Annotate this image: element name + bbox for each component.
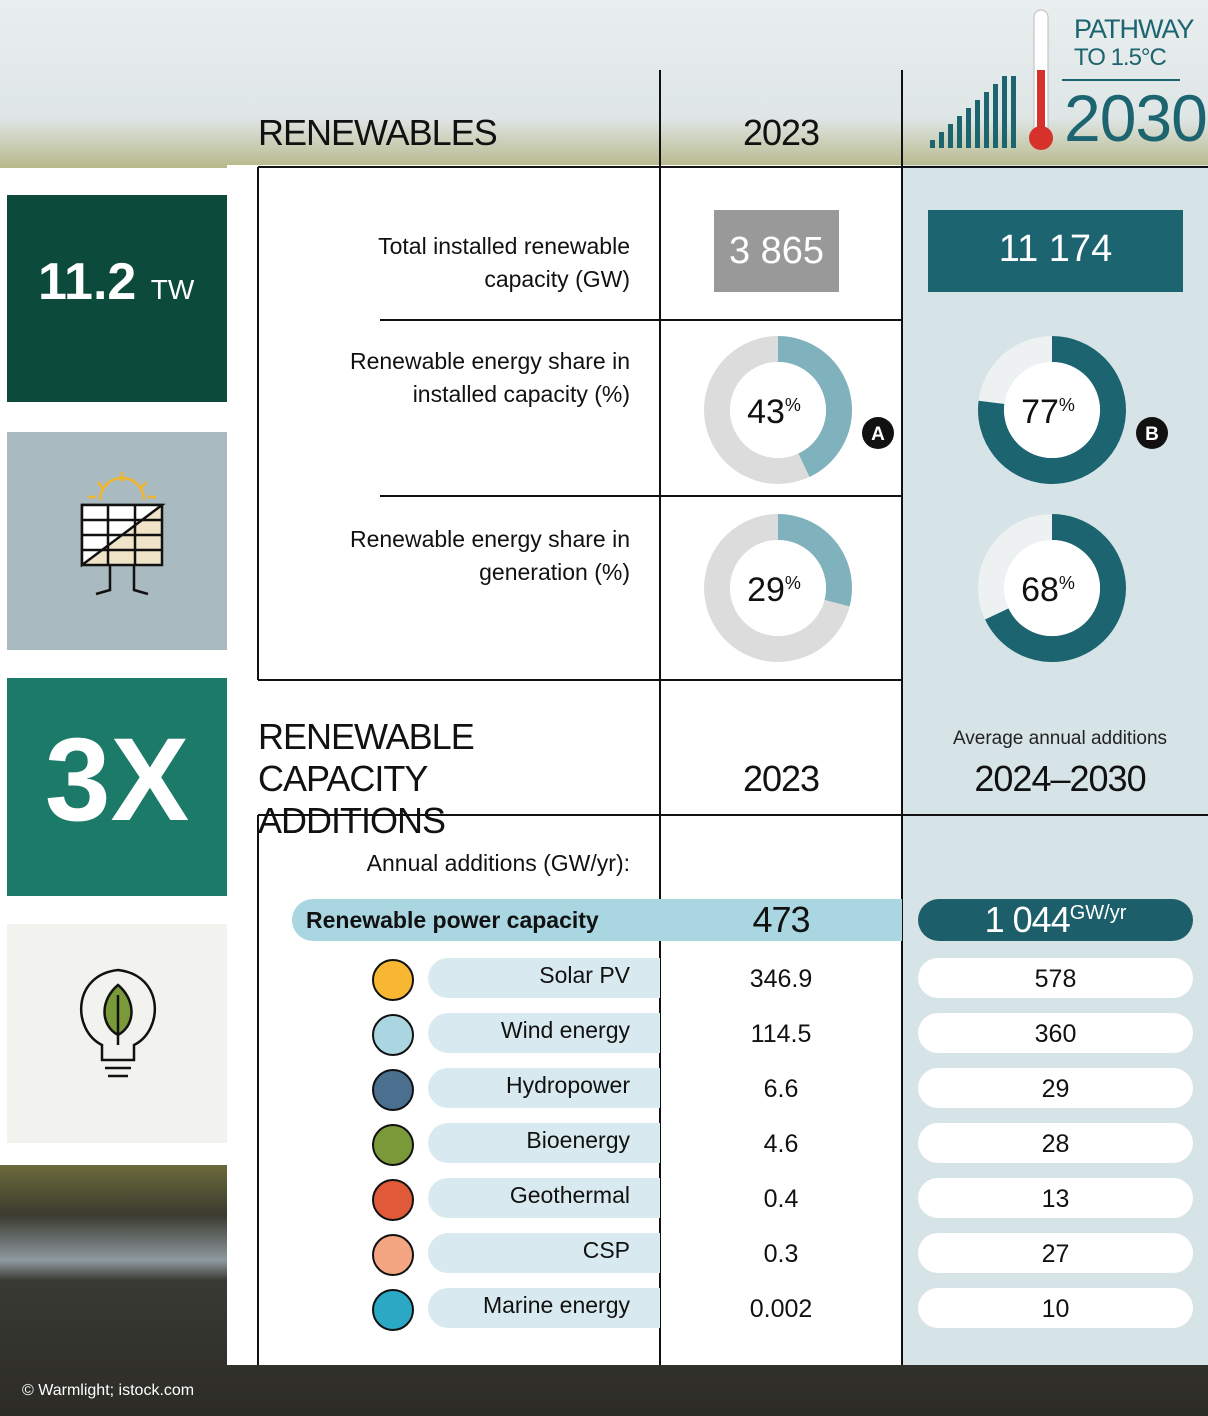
badge-label: B: [1145, 424, 1159, 445]
value-2030: 29: [918, 1075, 1193, 1104]
row-label: Hydropower: [430, 1072, 630, 1099]
column-header: 2023: [660, 112, 902, 154]
donut-value: 43: [747, 393, 785, 431]
value-2023: 6.6: [660, 1075, 902, 1104]
donut-value: 29: [747, 571, 785, 609]
donut-unit: %: [1059, 573, 1075, 593]
total-label: Renewable power capacity: [306, 907, 599, 934]
source-icon: [373, 1290, 413, 1330]
capacity-2023: 3 865: [714, 210, 839, 292]
infographic: 11.2 TW 3X © Warmlight; istock.com: [0, 0, 1208, 1416]
value-2030: 360: [918, 1020, 1193, 1049]
value-2023: 0.3: [660, 1240, 902, 1269]
value-2030: 27: [918, 1240, 1193, 1269]
pathway-line1: PATHWAY: [1074, 14, 1194, 45]
pathway-line2: TO 1.5°C: [1074, 44, 1166, 72]
row-label: Marine energy: [430, 1292, 630, 1319]
source-icon: [373, 1070, 413, 1110]
donut-unit: %: [785, 395, 801, 415]
donut-unit: %: [1059, 395, 1075, 415]
value-2030: 578: [918, 965, 1193, 994]
source-icon: [373, 1015, 413, 1055]
source-icon: [373, 960, 413, 1000]
value-2030: 13: [918, 1185, 1193, 1214]
column-header: 2024–2030: [902, 758, 1208, 800]
section-title: RENEWABLES: [258, 112, 497, 154]
section-title: RENEWABLE CAPACITY ADDITIONS: [258, 716, 598, 842]
badge-label: A: [871, 424, 885, 445]
target-year: 2030: [1064, 80, 1207, 156]
row-label: Total installed renewable capacity (GW): [320, 230, 630, 296]
row-label: Wind energy: [430, 1017, 630, 1044]
row-label: CSP: [430, 1237, 630, 1264]
total-2030-pill: 1 044GW/yr: [918, 899, 1193, 941]
capacity-2030: 11 174: [928, 210, 1183, 292]
total-2030: 1 044: [985, 899, 1070, 940]
value-2023: 114.5: [660, 1020, 902, 1049]
solar-panel-icon: [82, 472, 162, 594]
column-note: Average annual additions: [902, 728, 1208, 750]
row-label: Bioenergy: [430, 1127, 630, 1154]
source-icon: [373, 1235, 413, 1275]
value-2023: 0.002: [660, 1295, 902, 1324]
value-2023: 0.4: [660, 1185, 902, 1214]
value-2030: 10: [918, 1295, 1193, 1324]
donut-value: 68: [1021, 571, 1059, 609]
total-2023: 473: [660, 899, 902, 941]
unit-label: Annual additions (GW/yr):: [300, 850, 630, 877]
row-label: Renewable energy share in installed capa…: [320, 345, 630, 411]
bulb-icon: [81, 970, 155, 1076]
row-label: Solar PV: [430, 962, 630, 989]
total-unit: GW/yr: [1070, 902, 1127, 924]
source-icon: [373, 1180, 413, 1220]
value-2023: 346.9: [660, 965, 902, 994]
source-icon: [373, 1125, 413, 1165]
row-label: Renewable energy share in generation (%): [320, 523, 630, 589]
value-2023: 4.6: [660, 1130, 902, 1159]
row-label: Geothermal: [430, 1182, 630, 1209]
donut-value: 77: [1021, 393, 1059, 431]
donut-unit: %: [785, 573, 801, 593]
column-header: 2023: [660, 758, 902, 800]
value-2030: 28: [918, 1130, 1193, 1159]
